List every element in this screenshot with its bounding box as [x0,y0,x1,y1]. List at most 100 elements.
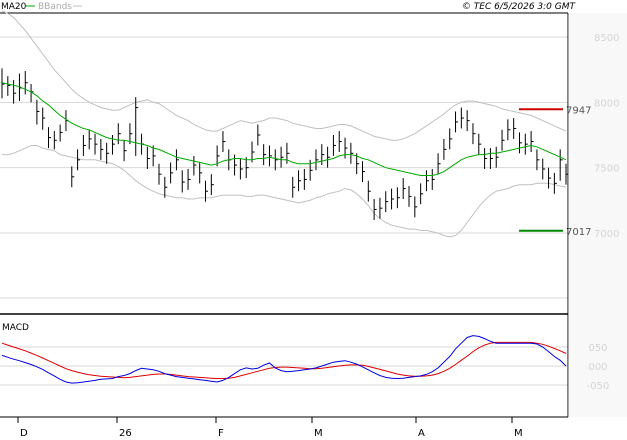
ohlc-bar [210,174,214,196]
ohlc-bar [205,180,209,202]
bband-upper-line [1,10,567,141]
price-levels: 7947 7017 [519,105,591,238]
legend-ma20-label: MA20 [1,2,27,12]
ohlc-bar [507,119,511,141]
ohlc-bar [268,145,272,167]
ohlc-bar [106,142,110,164]
ohlc-bar [158,163,162,185]
ohlc-bar [175,149,179,171]
ohlc-bar [542,158,546,180]
macd-tick-label: 050 [588,343,607,354]
ohlc-bar [187,168,191,190]
ohlc-bar [292,176,296,198]
ohlc-bar [513,118,517,139]
ohlc-bar [396,187,400,209]
ohlc-bar [327,146,331,168]
ohlc-bar [402,178,406,200]
ohlc-bar [257,124,261,146]
ohlc-bar [431,168,435,190]
ohlc-bar [414,196,418,218]
x-tick-label: F [218,428,224,439]
ohlc-bar [216,145,220,167]
ohlc-bar [152,145,156,167]
ohlc-bar [170,162,174,184]
ohlc-bar [501,129,505,151]
ohlc-bar [245,157,249,179]
price-axis: 8500 8000 7500 7000 [594,33,619,240]
ohlc-bar [379,197,383,219]
ohlc-bar [48,127,52,149]
ohlc-bar [553,172,557,194]
ohlc-bar [88,129,92,150]
ohlc-bar [367,180,371,202]
macd-panel: MACD 050 000 -050 [0,323,609,392]
ohlc-bar [59,124,63,142]
ohlc-bar [222,131,226,152]
level-label: 7017 [566,227,591,238]
macd-line [1,335,567,384]
ohlc-bar [420,183,424,205]
ohlc-bar [135,97,139,156]
x-tick-label: D [20,428,28,439]
ohlc-bar [239,158,243,180]
legend-bbands-label: BBands [38,2,72,12]
price-tick-label: 7000 [594,229,619,240]
ohlc-bar [71,166,75,188]
x-tick-label: A [418,428,425,439]
macd-tick-label: 000 [588,362,607,373]
ohlc-bar [164,176,168,198]
ohlc-bar [77,149,81,171]
ma20-line [1,82,567,176]
ohlc-bar [449,128,453,150]
ma20-path [1,82,567,176]
ohlc-bar [82,135,86,156]
ohlc-bar [361,161,365,183]
ohlc-bar [315,149,319,171]
ohlc-bar [123,140,127,162]
ohlc-bar [472,123,476,145]
bband-lower-line [2,145,567,238]
macd-lines [1,335,567,384]
x-tick-label: 26 [119,428,132,439]
ohlc-bar [489,148,493,169]
ohlc-bar [478,133,482,155]
ohlc-bar [484,148,488,169]
x-tick-label: M [514,428,523,439]
ohlc-bar [251,141,255,163]
x-axis: D 26 F M A M [17,417,523,439]
ohlc-bar [460,107,464,129]
ohlc-bar [530,131,534,152]
ohlc-bar [42,107,46,130]
ohlc-bar [443,138,447,160]
ohlc-bar [356,153,360,175]
axis-shade [568,13,627,417]
ohlc-bar [24,70,28,95]
ohlc-bar [199,162,203,184]
ohlc-bar [425,170,429,192]
ohlc-bar [466,110,470,132]
price-bars [1,68,569,220]
ohlc-bar [280,146,284,168]
ohlc-bar [373,199,377,220]
level-label: 7947 [566,105,591,116]
chart-header: MA20 BBands © TEC 6/5/2026 3:0 GMT [1,2,576,12]
ohlc-bar [548,167,552,189]
ohlc-bar [146,146,150,169]
bollinger-bands [1,10,567,238]
ohlc-bar [298,170,302,192]
ohlc-bar [94,133,98,155]
price-tick-label: 7500 [594,164,619,175]
ohlc-bar [274,149,278,171]
ohlc-bar [495,146,499,168]
timestamp: © TEC 6/5/2026 3:0 GMT [462,2,577,12]
macd-title: MACD [2,323,29,333]
ohlc-bar [129,123,133,145]
ohlc-bar [338,131,342,152]
ohlc-bar [332,135,336,156]
price-grid [0,36,568,299]
ohlc-bar [193,155,197,176]
ohlc-bar [524,133,528,155]
ohlc-bar [536,149,540,171]
